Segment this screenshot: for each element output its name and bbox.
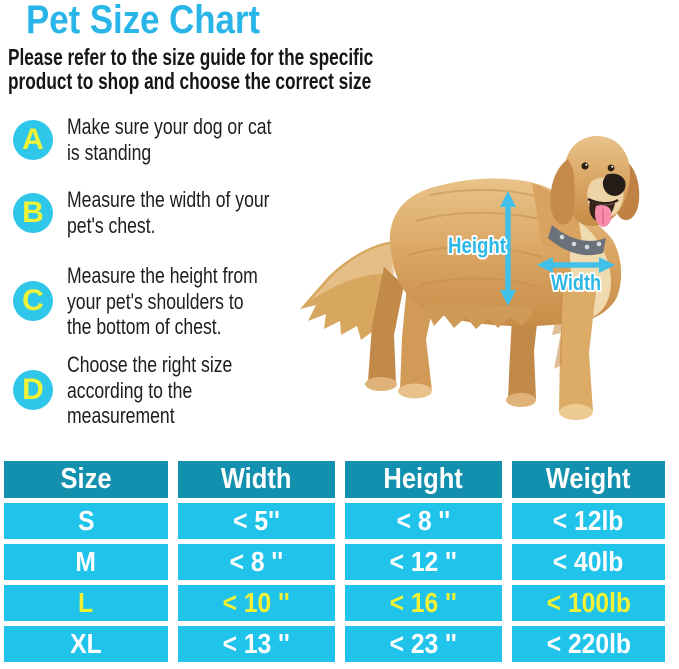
col-header-size: Size (4, 461, 168, 498)
step-a-text: Make sure your dog or cat is standing (67, 114, 272, 165)
cell-text: < 40lb (553, 546, 624, 577)
dog-head (532, 135, 640, 255)
dog-front-near-leg (552, 275, 596, 420)
dog-collar (548, 225, 606, 256)
cell-m-size: M (4, 544, 168, 580)
cell-text: < 8 '' (396, 505, 451, 536)
cell-s-size: S (4, 503, 168, 539)
page-title: Pet Size Chart (26, 0, 261, 42)
cell-l-width: < 10 '' (178, 585, 335, 621)
cell-text: L (78, 587, 94, 618)
dog-nose-icon (602, 173, 626, 196)
width-label: Width (551, 270, 601, 295)
step-b: B Measure the width of your pet's chest. (13, 187, 367, 238)
dog-paw (506, 393, 536, 407)
cell-text: < 12lb (553, 505, 624, 536)
cell-text: < 5'' (233, 505, 280, 536)
cell-l-size: L (4, 585, 168, 621)
step-d: D Choose the right size according to the… (13, 352, 367, 429)
eye-highlight (611, 165, 614, 168)
step-c-badge: C (13, 281, 53, 322)
dog-eye-icon (581, 162, 589, 170)
col-header-width: Width (178, 461, 335, 498)
golden-retriever-illustration (300, 135, 640, 420)
cell-l-height: < 16 '' (345, 585, 502, 621)
dog-measurement-diagram: Height Width (300, 135, 640, 420)
cell-text: < 10 '' (222, 587, 291, 618)
header-text: Height (383, 463, 464, 495)
cell-m-width: < 8 '' (178, 544, 335, 580)
header-text: Weight (546, 463, 631, 495)
step-c: C Measure the height from your pet's sho… (13, 263, 367, 340)
cell-text: < 8 '' (229, 546, 284, 577)
cell-text: M (75, 546, 97, 577)
cell-text: < 16 '' (389, 587, 458, 618)
dog-paw (559, 404, 593, 420)
size-table: Size Width Height Weight S < 5'' < 8 '' … (4, 461, 665, 662)
height-arrow-icon (500, 191, 516, 306)
dog-tail (300, 241, 398, 342)
cell-xl-size: XL (4, 626, 168, 662)
cell-m-height: < 12 '' (345, 544, 502, 580)
cell-xl-height: < 23 '' (345, 626, 502, 662)
cell-s-height: < 8 '' (345, 503, 502, 539)
cell-xl-width: < 13 '' (178, 626, 335, 662)
cell-text: < 13 '' (222, 628, 291, 659)
width-arrow-icon (537, 257, 615, 273)
cell-l-weight: < 100lb (512, 585, 665, 621)
height-label: Height (448, 233, 507, 258)
dog-paw (365, 377, 397, 391)
cell-text: S (77, 505, 95, 536)
cell-text: < 220lb (546, 628, 631, 659)
step-b-text: Measure the width of your pet's chest. (67, 187, 270, 238)
col-header-height: Height (345, 461, 502, 498)
header-text: Size (60, 463, 112, 495)
cell-s-weight: < 12lb (512, 503, 665, 539)
cell-text: < 100lb (546, 587, 631, 618)
lip-line (587, 197, 619, 205)
step-d-badge: D (13, 370, 53, 411)
dog-paw (398, 383, 432, 399)
step-a-badge: A (13, 119, 53, 160)
dog-left-ear-icon (550, 159, 575, 225)
cell-text: < 23 '' (389, 628, 458, 659)
dog-eye-icon (607, 164, 615, 172)
page-subtitle: Please refer to the size guide for the s… (8, 44, 374, 94)
cell-xl-weight: < 220lb (512, 626, 665, 662)
step-b-badge: B (13, 192, 53, 233)
header-text: Width (221, 463, 292, 495)
step-d-text: Choose the right size according to the m… (67, 352, 233, 428)
eye-highlight (585, 163, 588, 166)
cell-text: < 12 '' (389, 546, 458, 577)
step-a: A Make sure your dog or cat is standing (13, 114, 367, 165)
step-c-text: Measure the height from your pet's shoul… (67, 263, 258, 339)
col-header-weight: Weight (512, 461, 665, 498)
cell-s-width: < 5'' (178, 503, 335, 539)
cell-m-weight: < 40lb (512, 544, 665, 580)
cell-text: XL (70, 628, 102, 659)
